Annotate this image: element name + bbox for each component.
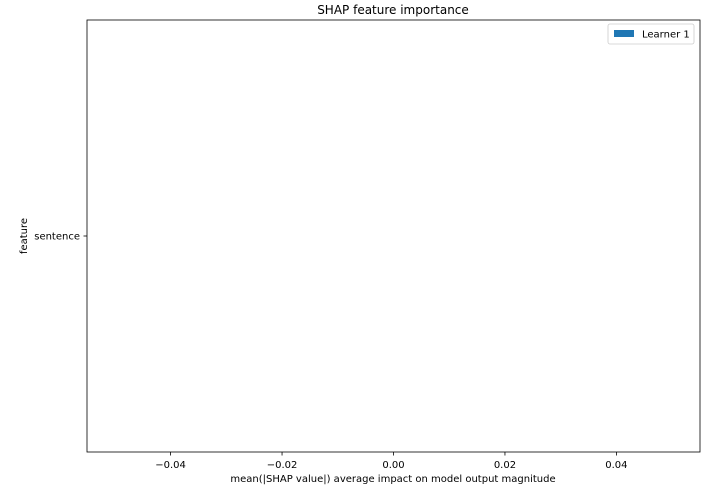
plot-area [87,20,700,452]
legend: Learner 1 [607,23,695,45]
x-tick-label: 0.02 [494,460,516,471]
chart-title: SHAP feature importance [317,3,469,17]
legend-swatch [614,30,634,37]
legend-entry-label: Learner 1 [642,30,690,41]
x-axis-label: mean(|SHAP value|) average impact on mod… [230,474,555,485]
x-tick-label: −0.04 [155,460,186,471]
x-tick-label: 0.00 [382,460,404,471]
legend-frame [607,23,695,45]
y-axis-label: feature [19,218,30,254]
x-tick-label: −0.02 [267,460,298,471]
x-tick-label: 0.04 [605,460,627,471]
plot-frame [86,19,701,453]
y-tick-label: sentence [34,232,80,243]
